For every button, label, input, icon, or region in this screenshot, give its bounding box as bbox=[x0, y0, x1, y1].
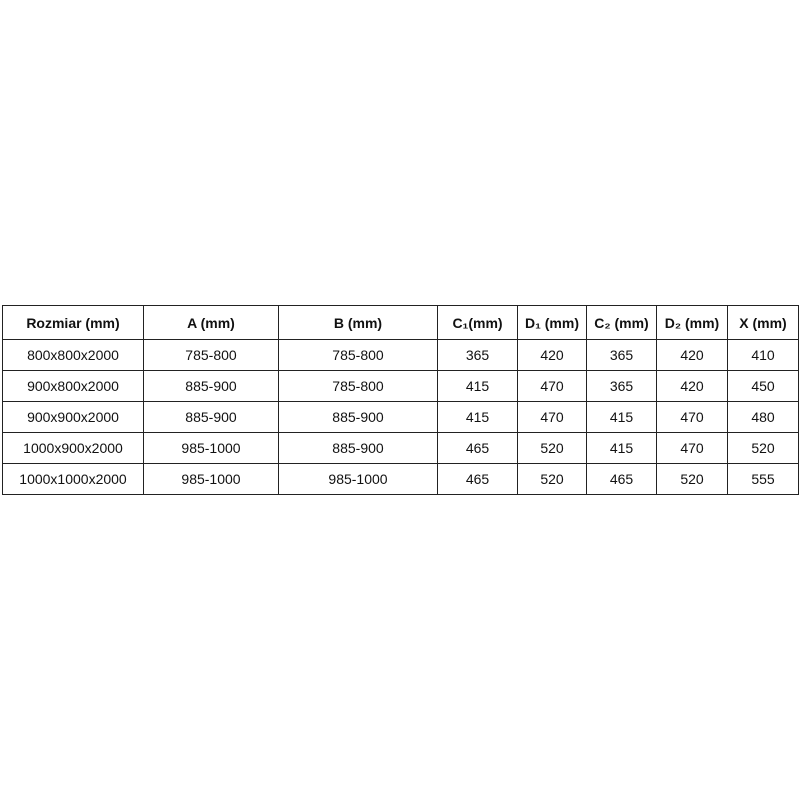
table-cell: 415 bbox=[586, 401, 657, 433]
table-cell: 480 bbox=[727, 401, 799, 433]
table-cell: 465 bbox=[586, 463, 657, 495]
column-header: D₂ (mm) bbox=[656, 305, 728, 340]
header-row: Rozmiar (mm) A (mm) B (mm) C₁(mm) D₁ (mm) C₂ … bbox=[2, 305, 799, 340]
table-cell: 985-1000 bbox=[278, 463, 438, 495]
table-cell: 420 bbox=[656, 370, 728, 402]
table-cell: 900x900x2000 bbox=[2, 401, 144, 433]
table-cell: 420 bbox=[656, 339, 728, 371]
table-cell: 885-900 bbox=[278, 401, 438, 433]
table-cell: 470 bbox=[656, 401, 728, 433]
column-header: C₂ (mm) bbox=[586, 305, 657, 340]
table-cell: 465 bbox=[437, 463, 518, 495]
table-cell: 520 bbox=[517, 463, 587, 495]
table-cell: 365 bbox=[586, 339, 657, 371]
column-header: B (mm) bbox=[278, 305, 438, 340]
table-cell: 785-800 bbox=[278, 339, 438, 371]
table-row: 1000x1000x2000 985-1000 985-1000 465 520 465 5… bbox=[2, 463, 799, 495]
table-cell: 415 bbox=[586, 432, 657, 464]
table-cell: 1000x900x2000 bbox=[2, 432, 144, 464]
table-row: 800x800x2000 785-800 785-800 365 420 365 420 41… bbox=[2, 339, 799, 371]
table-cell: 365 bbox=[437, 339, 518, 371]
table-cell: 785-800 bbox=[278, 370, 438, 402]
table-cell: 885-900 bbox=[143, 401, 279, 433]
table-cell: 885-900 bbox=[278, 432, 438, 464]
table-cell: 410 bbox=[727, 339, 799, 371]
table-row: 900x900x2000 885-900 885-900 415 470 415 470 48… bbox=[2, 401, 799, 433]
table-cell: 470 bbox=[517, 401, 587, 433]
column-header: Rozmiar (mm) bbox=[2, 305, 144, 340]
table-cell: 365 bbox=[586, 370, 657, 402]
column-header: X (mm) bbox=[727, 305, 799, 340]
table-cell: 985-1000 bbox=[143, 432, 279, 464]
table-cell: 1000x1000x2000 bbox=[2, 463, 144, 495]
table-cell: 470 bbox=[656, 432, 728, 464]
table-cell: 785-800 bbox=[143, 339, 279, 371]
table-cell: 520 bbox=[656, 463, 728, 495]
table-cell: 420 bbox=[517, 339, 587, 371]
dimensions-table: Rozmiar (mm) A (mm) B (mm) C₁(mm) D₁ (mm) C₂ … bbox=[2, 305, 799, 495]
table-row: 900x800x2000 885-900 785-800 415 470 365 420 45… bbox=[2, 370, 799, 402]
table-cell: 415 bbox=[437, 370, 518, 402]
column-header: D₁ (mm) bbox=[517, 305, 587, 340]
table-cell: 415 bbox=[437, 401, 518, 433]
table-row: 1000x900x2000 985-1000 885-900 465 520 415 470… bbox=[2, 432, 799, 464]
column-header: C₁(mm) bbox=[437, 305, 518, 340]
table-cell: 450 bbox=[727, 370, 799, 402]
table-cell: 985-1000 bbox=[143, 463, 279, 495]
table-cell: 520 bbox=[727, 432, 799, 464]
table-cell: 900x800x2000 bbox=[2, 370, 144, 402]
table-cell: 800x800x2000 bbox=[2, 339, 144, 371]
table-cell: 555 bbox=[727, 463, 799, 495]
table-cell: 885-900 bbox=[143, 370, 279, 402]
table-cell: 520 bbox=[517, 432, 587, 464]
column-header: A (mm) bbox=[143, 305, 279, 340]
table-cell: 465 bbox=[437, 432, 518, 464]
table-cell: 470 bbox=[517, 370, 587, 402]
